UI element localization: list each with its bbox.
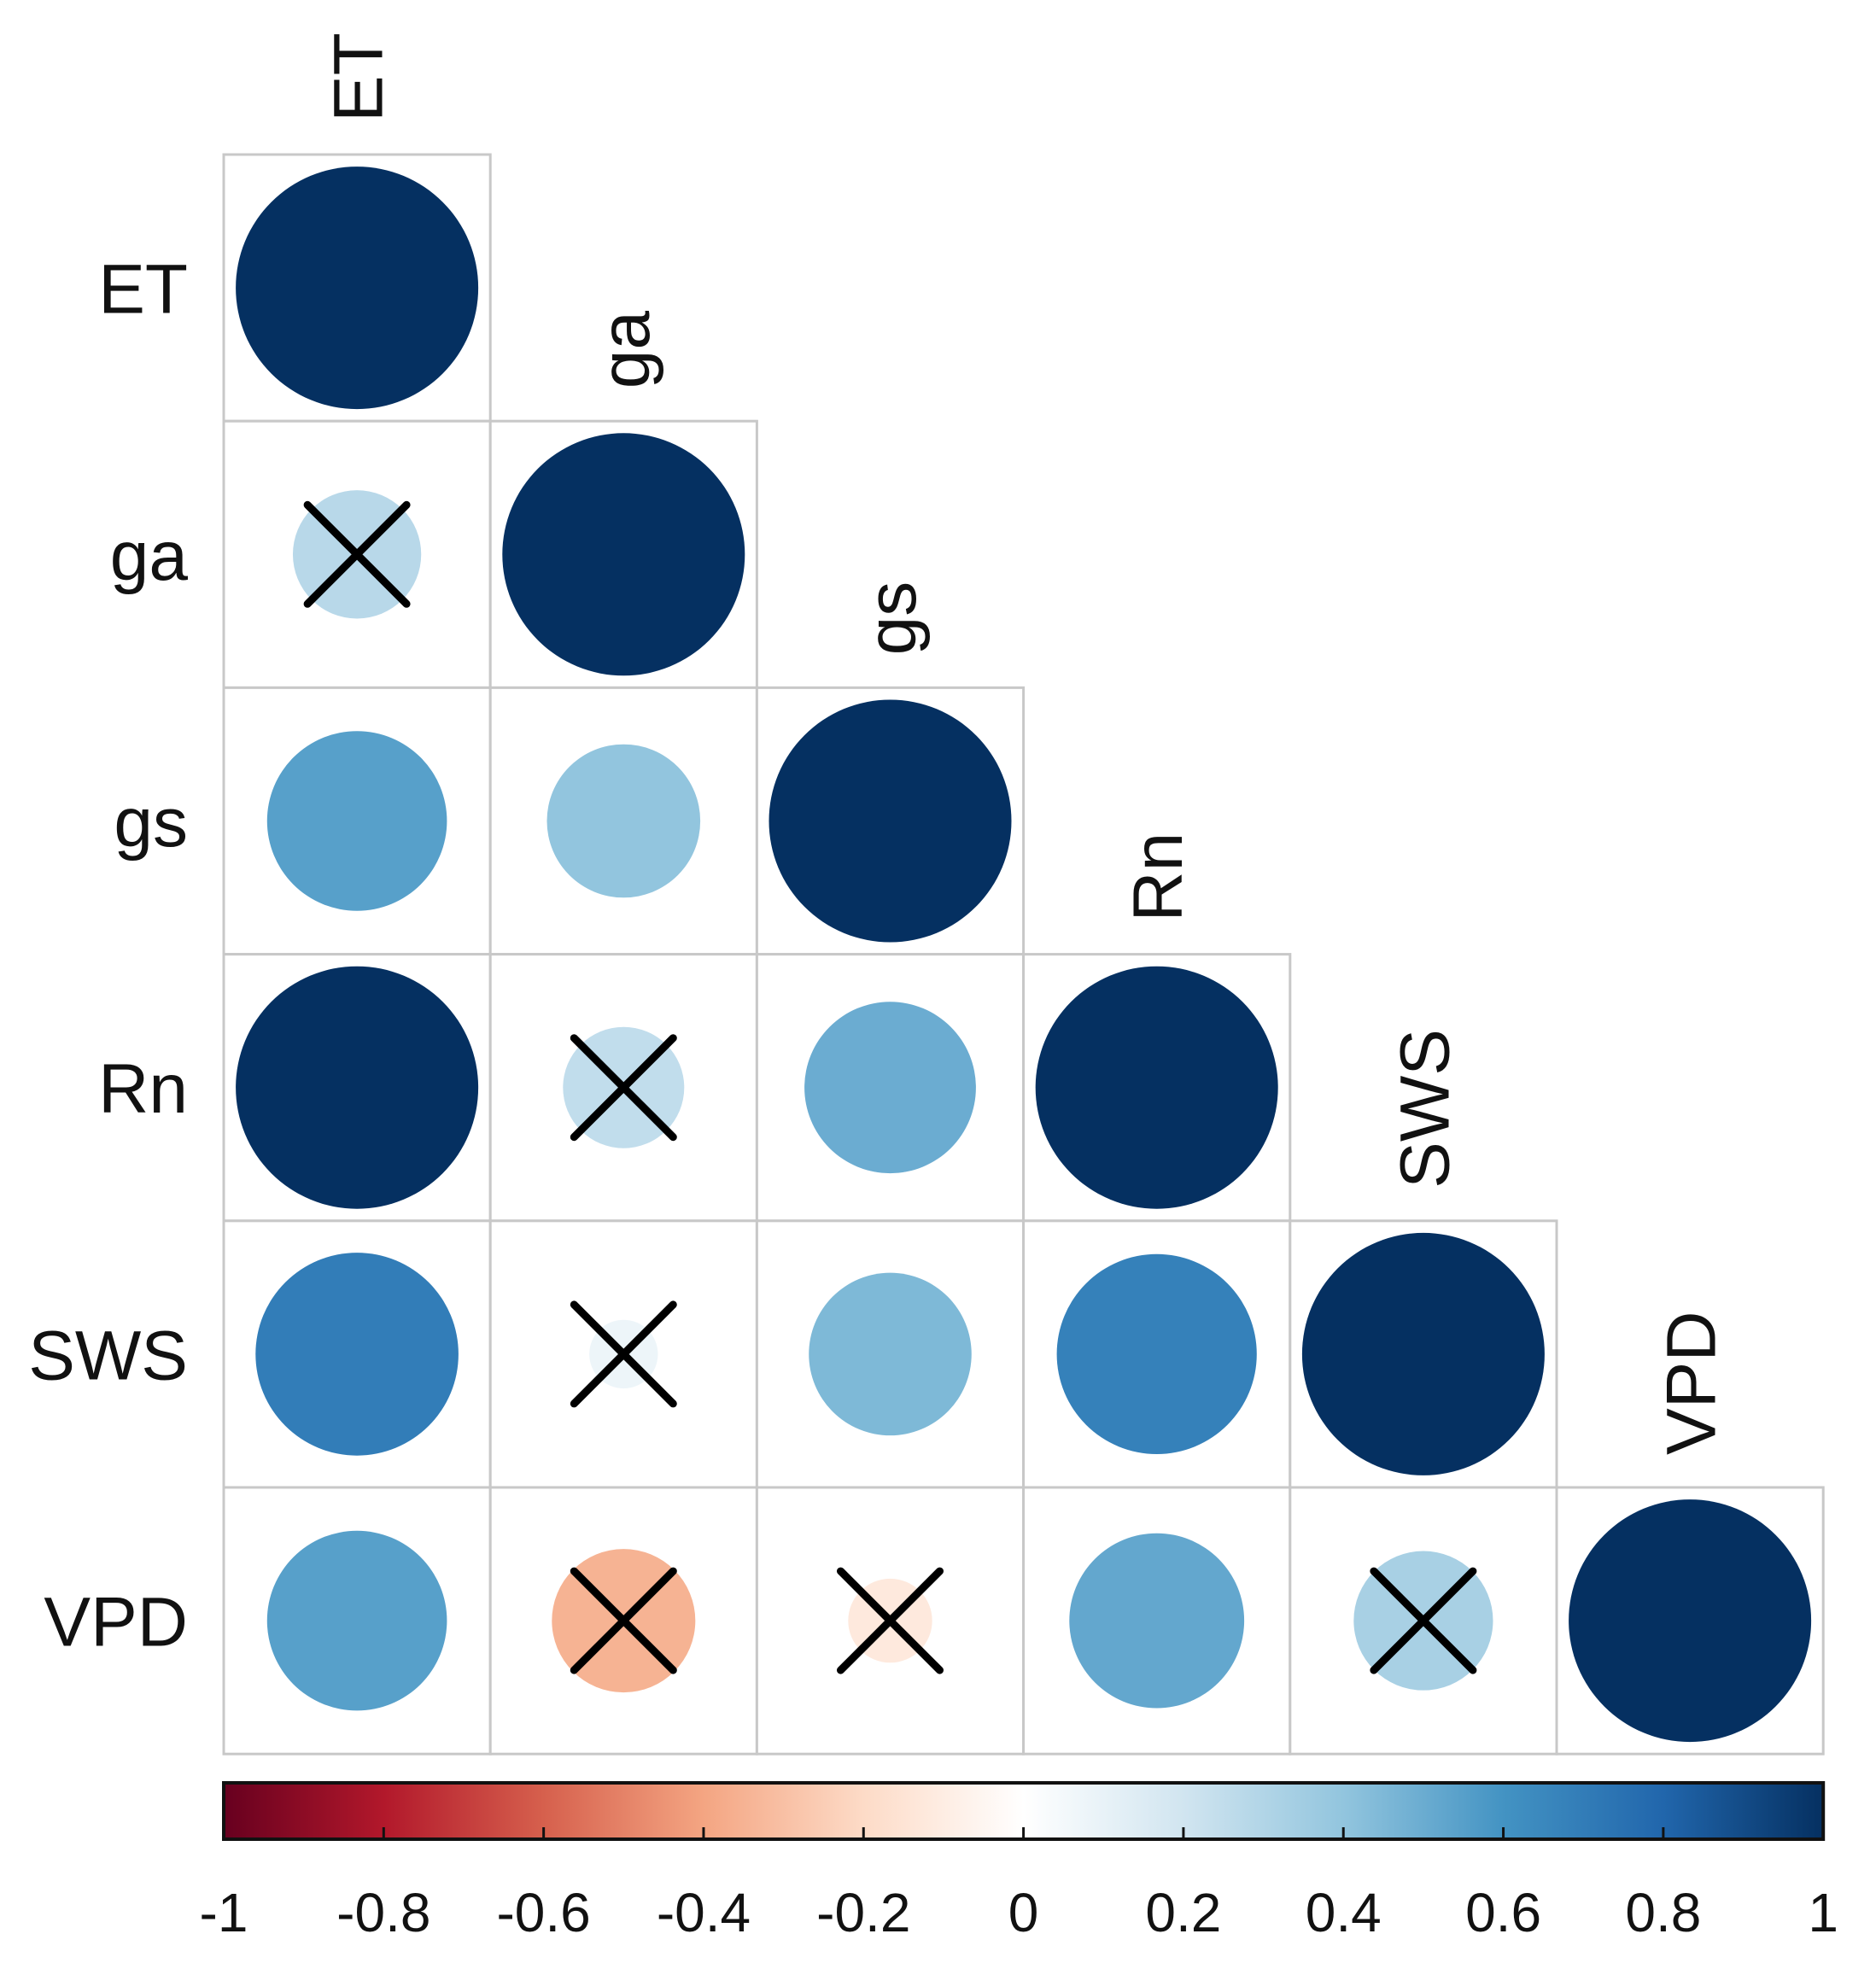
correlation-circle — [809, 1272, 972, 1436]
correlation-circle — [1301, 1232, 1545, 1475]
matrix-cell-gs-ET — [222, 686, 492, 956]
colorbar-tick-label: 0.6 — [1465, 1882, 1541, 1943]
colorbar: -1 -0.8 -0.6 -0.4 -0.2 0 0.2 0.4 0.6 0.8 1 — [200, 1781, 1838, 1943]
correlation-circle — [1035, 966, 1278, 1209]
matrix-cell-VPD-ga — [488, 1486, 758, 1756]
colorbar-tick-label: -0.6 — [496, 1882, 590, 1943]
row-label-SWS: SWS — [28, 1317, 188, 1394]
matrix-cell-SWS-Rn — [1022, 1219, 1292, 1489]
matrix-cell-VPD-Rn — [1022, 1486, 1292, 1756]
not-significant-cross-icon — [570, 1034, 677, 1142]
matrix-cell-VPD-VPD — [1555, 1486, 1825, 1756]
column-label-SWS: SWS — [1386, 1029, 1464, 1189]
colorbar-tick-label: 1 — [1808, 1882, 1838, 1943]
not-significant-cross-icon — [1370, 1567, 1477, 1674]
colorbar-tick-label: 0.8 — [1625, 1882, 1701, 1943]
correlation-circle — [1056, 1253, 1257, 1454]
correlation-circle — [255, 1253, 459, 1456]
row-label-VPD: VPD — [44, 1584, 188, 1662]
not-significant-cross-icon — [570, 1300, 677, 1408]
matrix-cell-ga-ga — [488, 419, 758, 689]
row-label-ga: ga — [110, 517, 189, 595]
correlation-circle — [1069, 1533, 1245, 1709]
correlation-circle — [236, 966, 479, 1209]
matrix-cell-SWS-SWS — [1289, 1219, 1558, 1489]
matrix-cell-SWS-gs — [755, 1219, 1026, 1489]
row-label-Rn: Rn — [98, 1050, 188, 1128]
matrix-cell-VPD-gs — [755, 1486, 1026, 1756]
colorbar-tick-label: 0.2 — [1145, 1882, 1221, 1943]
not-significant-cross-icon — [303, 500, 411, 608]
colorbar-tick-label: 0.4 — [1306, 1882, 1382, 1943]
correlation-circle — [546, 744, 701, 898]
colorbar-tick-label: -0.4 — [657, 1882, 751, 1943]
matrix-cell-VPD-ET — [222, 1486, 492, 1756]
colorbar-tick-label: -0.2 — [816, 1882, 910, 1943]
not-significant-cross-icon — [570, 1567, 677, 1674]
matrix-cell-VPD-SWS — [1289, 1486, 1558, 1756]
matrix-cell-Rn-Rn — [1022, 953, 1292, 1223]
column-label-VPD: VPD — [1653, 1311, 1731, 1455]
matrix-cell-Rn-ET — [222, 953, 492, 1223]
column-label-ga: ga — [587, 311, 664, 389]
column-label-Rn: Rn — [1119, 833, 1197, 922]
colorbar-tick-label: -1 — [200, 1882, 248, 1943]
column-labels: ET ga gs Rn SWS VPD — [320, 32, 1731, 1455]
column-label-ET: ET — [320, 32, 398, 122]
matrix-cell-SWS-ga — [488, 1219, 758, 1489]
correlation-circle — [266, 731, 447, 911]
column-label-gs: gs — [853, 581, 931, 656]
correlation-circle — [502, 433, 745, 676]
matrix-cell-ga-ET — [222, 419, 492, 689]
colorbar-tick-label: 0 — [1008, 1882, 1039, 1943]
matrix-cell-ET-ET — [222, 153, 492, 423]
matrix-cell-gs-gs — [755, 686, 1026, 956]
correlation-circle — [266, 1530, 447, 1711]
correlation-circle — [236, 167, 479, 410]
matrix-cells — [222, 153, 1825, 1756]
not-significant-cross-icon — [837, 1567, 944, 1674]
correlation-circle — [804, 1002, 976, 1174]
row-label-ET: ET — [98, 251, 188, 329]
matrix-cell-Rn-gs — [755, 953, 1026, 1223]
colorbar-tick-label: -0.8 — [336, 1882, 430, 1943]
matrix-cell-gs-ga — [488, 686, 758, 956]
row-labels: ET ga gs Rn SWS VPD — [28, 251, 188, 1662]
correlation-circle — [769, 699, 1012, 943]
matrix-cell-Rn-ga — [488, 953, 758, 1223]
correlation-circle — [1569, 1499, 1812, 1743]
row-label-gs: gs — [114, 784, 188, 862]
matrix-cell-SWS-ET — [222, 1219, 492, 1489]
